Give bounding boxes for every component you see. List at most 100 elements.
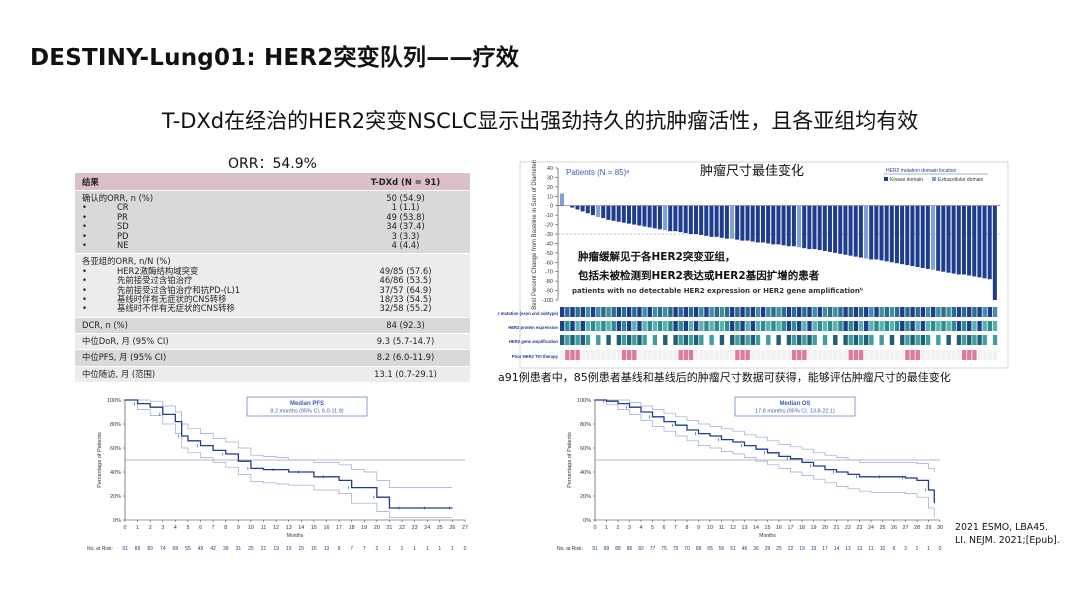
km-x-tick-label: 11 (719, 525, 725, 531)
heatmap-cell (693, 335, 699, 345)
heatmap-cell (632, 335, 637, 345)
heatmap-cell (951, 307, 957, 317)
km-median-box (246, 396, 368, 417)
heatmap-cell (642, 321, 647, 331)
heatmap-cell (827, 307, 833, 317)
heatmap-cell (797, 307, 802, 317)
heatmap-cell (704, 307, 709, 317)
waterfall-bar (709, 205, 714, 237)
waterfall-bar (724, 205, 729, 239)
heatmap-cell (807, 350, 812, 360)
km-x-tick-label: 25 (437, 525, 443, 531)
km-at-risk-value: 19 (811, 546, 817, 552)
heatmap-cell (776, 307, 781, 317)
km-at-risk-value: 0 (939, 546, 942, 552)
heatmap-cell (987, 321, 993, 331)
heatmap-cell (967, 307, 972, 317)
heatmap-cell (869, 307, 874, 317)
heatmap-cell (673, 350, 678, 360)
heatmap-cell (673, 307, 678, 317)
heatmap-cell (848, 307, 853, 317)
waterfall-bar (621, 205, 626, 223)
heatmap-cell (864, 350, 869, 360)
heatmap-cell (719, 335, 725, 345)
heatmap-cell (621, 321, 627, 331)
heatmap-cell (719, 350, 725, 360)
heatmap-cell (771, 350, 776, 360)
heatmap-cell (590, 350, 596, 360)
heatmap-cell (931, 335, 936, 345)
heatmap-cell (853, 350, 859, 360)
heatmap-cell (812, 350, 817, 360)
waterfall-y-tick-label: 30 (547, 175, 553, 181)
km-at-risk-value: 89 (604, 546, 610, 552)
heatmap-cell (946, 335, 951, 345)
heatmap-cell (580, 350, 585, 360)
heatmap-cell (931, 350, 936, 360)
heatmap-cell (843, 350, 848, 360)
heatmap-cell (735, 307, 740, 317)
heatmap-cell (709, 307, 714, 317)
waterfall-bar (812, 205, 817, 250)
km-y-tick-label: 20% (110, 494, 121, 500)
heatmap-cell (647, 307, 652, 317)
heatmap-cell (678, 350, 683, 360)
heatmap-cell (771, 321, 776, 331)
heatmap-cell (585, 321, 591, 331)
heatmap-cell (817, 307, 823, 317)
heatmap-cell (709, 350, 714, 360)
heatmap-cell (745, 307, 750, 317)
km-at-risk-value: 3 (904, 546, 907, 552)
heatmap-cell (905, 307, 910, 317)
waterfall-bar (693, 205, 698, 234)
table-body: 确认的ORR, n (%)CRPRSDPDNE50 (54.9)1 (1.1)4… (75, 190, 470, 383)
waterfall-legend-label: Extracellular domain (938, 177, 984, 183)
heatmap-cell (730, 321, 735, 331)
heatmap-cell (755, 321, 761, 331)
heatmap-cell (977, 321, 982, 331)
heatmap-cell (678, 307, 683, 317)
waterfall-y-tick-label: -30 (545, 232, 553, 238)
heatmap-cell (626, 321, 632, 331)
heatmap-cell (920, 321, 926, 331)
heatmap-cell (967, 321, 972, 331)
heatmap-cell (992, 307, 998, 317)
km-x-tick-label: 18 (799, 525, 805, 531)
km-at-risk-value: 74 (160, 546, 166, 552)
heatmap-cell (925, 321, 931, 331)
waterfall-y-tick-label: -10 (545, 213, 553, 219)
km-x-tick-label: 30 (937, 525, 943, 531)
heatmap-cell (771, 335, 776, 345)
heatmap-cell (931, 307, 936, 317)
heatmap-cell (982, 335, 987, 345)
heatmap-cell (755, 307, 761, 317)
waterfall-bar (755, 205, 760, 243)
km-x-tick-label: 26 (449, 525, 455, 531)
km-x-tick-label: 19 (361, 525, 367, 531)
km-ci-lower (125, 399, 453, 518)
heatmap-cell (992, 321, 998, 331)
km-at-risk-value: 46 (742, 546, 748, 552)
heatmap-cell (575, 307, 580, 317)
heatmap-cell (956, 321, 962, 331)
waterfall-bar (766, 205, 771, 244)
km-at-risk-value: 6 (893, 546, 896, 552)
waterfall-note-line2: 包括未被检测到HER2表达或HER2基因扩增的患者 (578, 270, 820, 282)
waterfall-bar (889, 205, 894, 263)
heatmap-cell (791, 335, 797, 345)
heatmap-cell (688, 350, 694, 360)
heatmap-cell (946, 307, 951, 317)
heatmap-cell (822, 335, 828, 345)
waterfall-title: 肿瘤尺寸最佳变化 (700, 164, 805, 179)
heatmap-cell (570, 350, 575, 360)
waterfall-bar (575, 205, 580, 210)
waterfall-bar (910, 205, 915, 267)
heatmap-cell (621, 307, 627, 317)
heatmap-cell (601, 335, 606, 345)
heatmap-cell (642, 350, 647, 360)
km-at-risk-value: 83 (147, 546, 153, 552)
heatmap-cell (946, 350, 951, 360)
heatmap-cell (910, 335, 915, 345)
table-header: 结果 T-DXd (N = 91) (75, 173, 470, 190)
heatmap-cell (616, 321, 622, 331)
